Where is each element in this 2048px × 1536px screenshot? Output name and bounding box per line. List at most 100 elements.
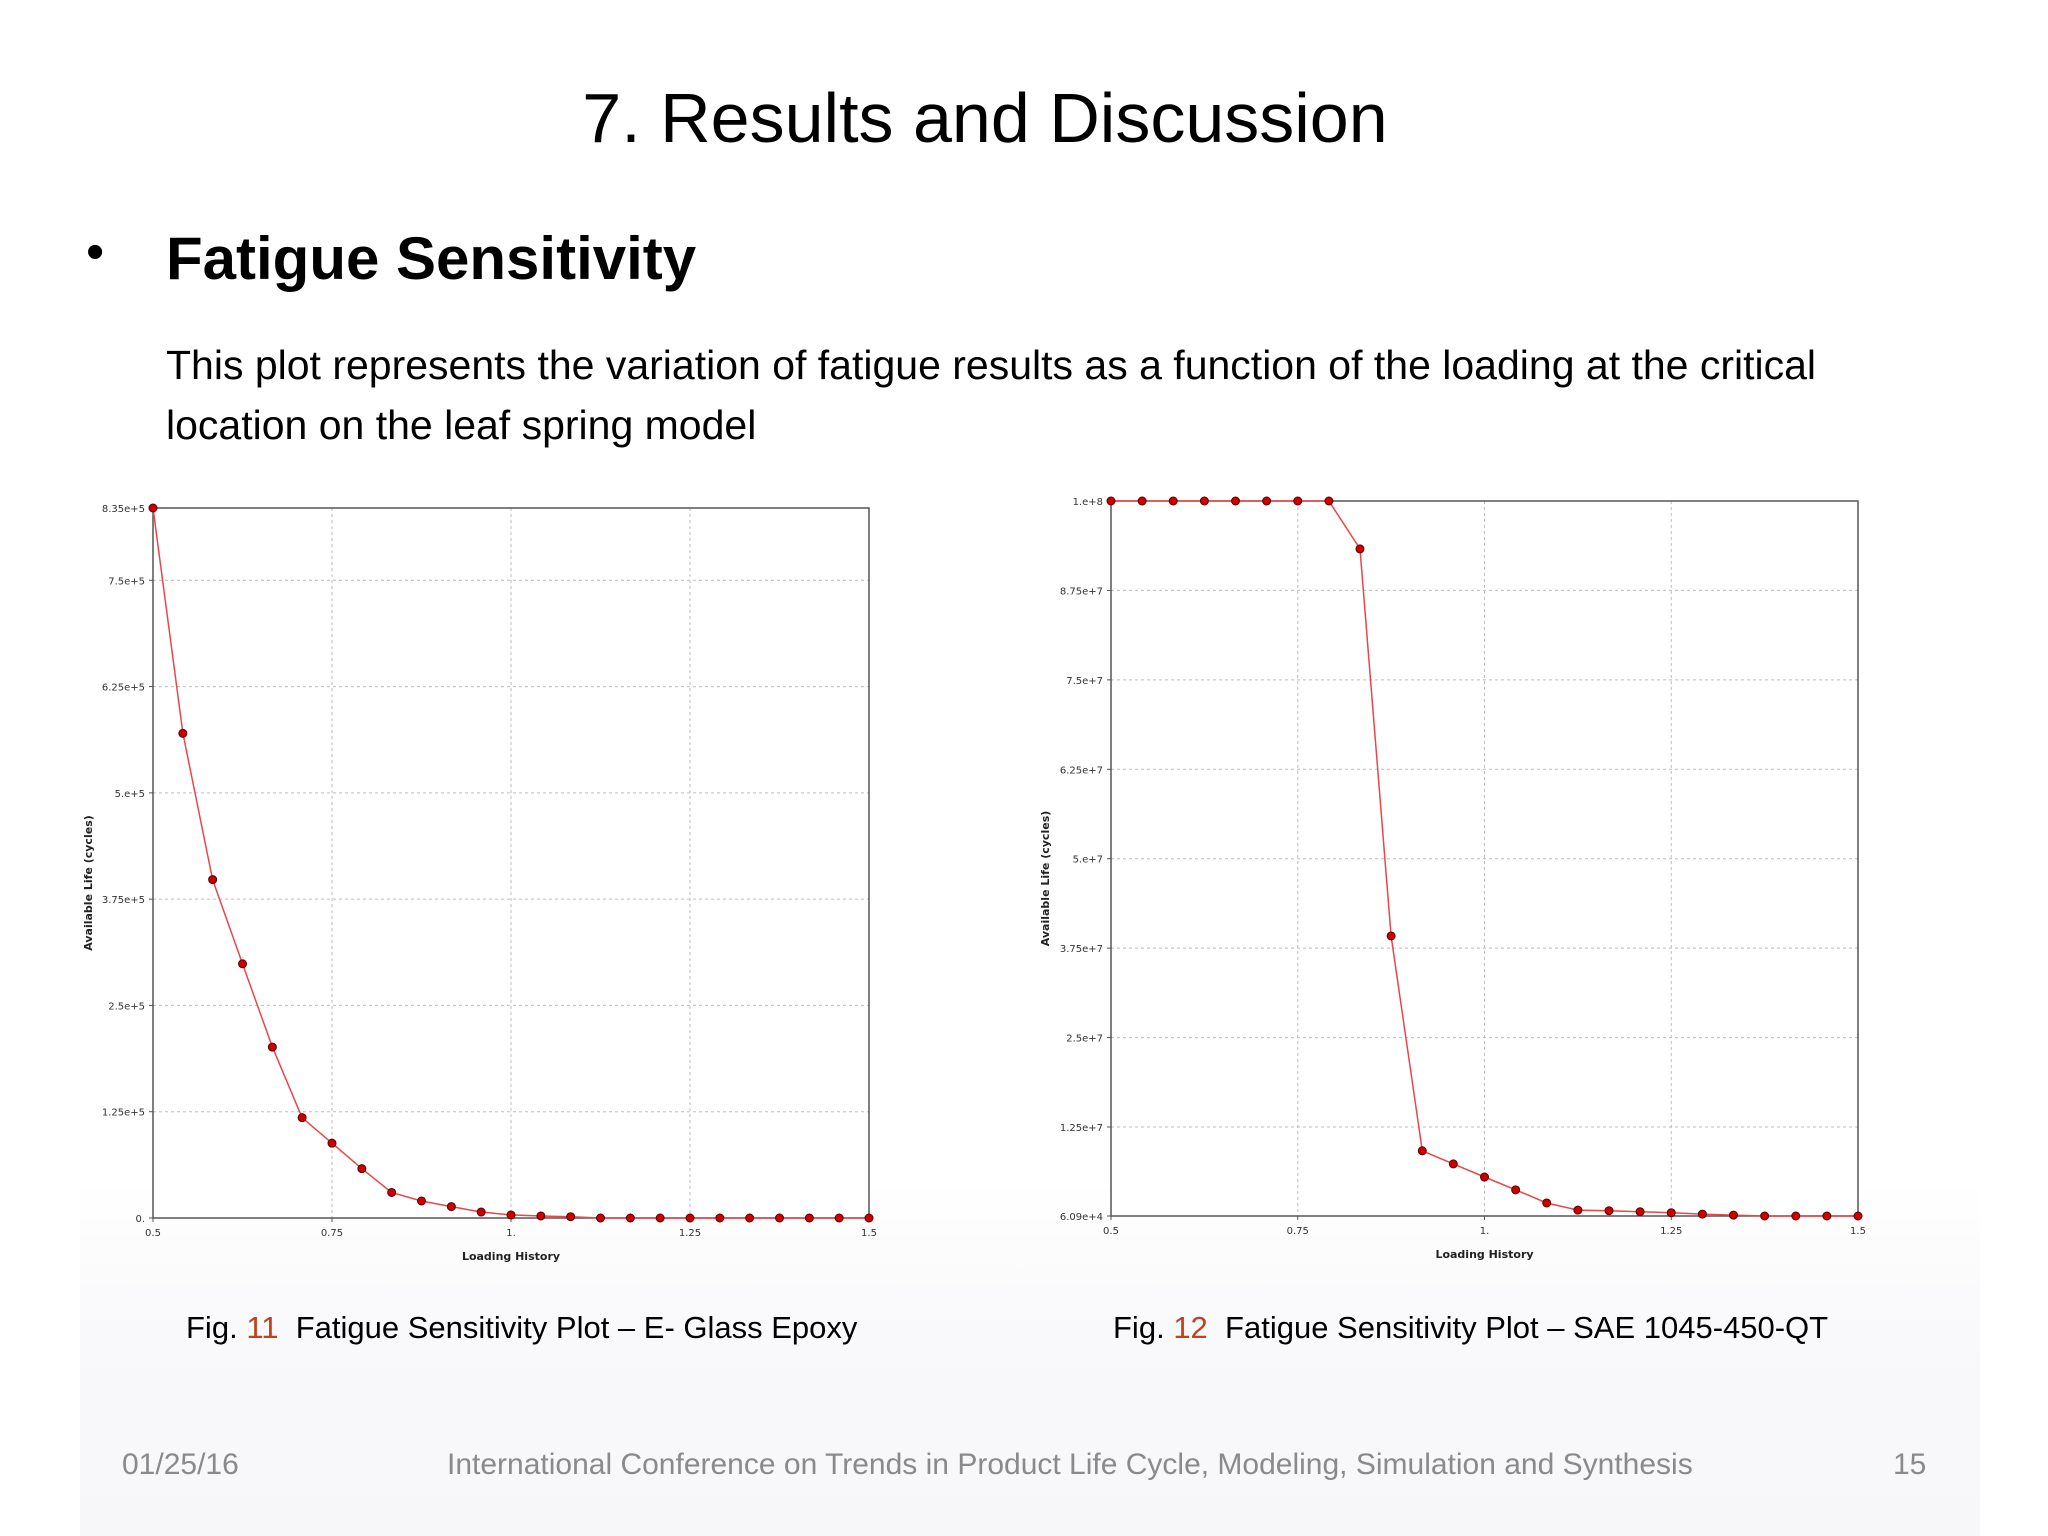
data-point-marker <box>1386 931 1396 941</box>
caption-figure-number: 12 <box>1173 1310 1208 1345</box>
data-point-marker <box>1106 496 1116 506</box>
svg-text:1.5: 1.5 <box>1850 1226 1866 1237</box>
svg-text:5.e+5: 5.e+5 <box>115 789 145 800</box>
svg-text:5.e+7: 5.e+7 <box>1073 855 1103 866</box>
chart-e-glass-epoxy: 0.5 0.75 1. 1.25 1.5 0. 1.25e+5 2.5e+5 3.75e+5 5.… <box>80 480 900 1280</box>
data-point-marker <box>596 1213 605 1223</box>
data-point-marker <box>1355 544 1365 554</box>
chart-svg: 0.5 0.75 1. 1.25 1.5 6.09e+4 1.25e+7 2.5e+7 3.75… <box>1039 496 1866 1261</box>
svg-text:8.35e+5: 8.35e+5 <box>102 504 145 515</box>
slide-background-shade <box>80 1180 1980 1536</box>
svg-text:2.5e+5: 2.5e+5 <box>108 1001 145 1012</box>
svg-text:1.25e+5: 1.25e+5 <box>102 1108 145 1119</box>
data-point-marker <box>238 959 247 969</box>
data-point-marker <box>1791 1211 1801 1221</box>
data-point-marker <box>536 1211 546 1221</box>
footer-conference: International Conference on Trends in Pr… <box>447 1448 1693 1481</box>
svg-text:3.75e+5: 3.75e+5 <box>102 895 145 906</box>
caption-prefix: Fig. <box>1113 1310 1165 1345</box>
section-heading: Fatigue Sensitivity <box>166 225 697 292</box>
data-point-marker <box>148 503 158 513</box>
data-point-marker <box>864 1213 874 1223</box>
chart-svg: 0.5 0.75 1. 1.25 1.5 0. 1.25e+5 2.5e+5 3.75e+5 5.… <box>82 503 877 1263</box>
data-point-marker <box>1542 1198 1552 1208</box>
data-point-marker <box>1666 1208 1676 1218</box>
svg-text:8.75e+7: 8.75e+7 <box>1060 586 1103 597</box>
caption-text: Fatigue Sensitivity Plot – SAE 1045-450-… <box>1225 1310 1829 1345</box>
figure-caption-12: Fig. 12 Fatigue Sensitivity Plot – SAE 1… <box>1113 1310 1828 1346</box>
svg-text:Loading History: Loading History <box>1435 1248 1533 1261</box>
svg-text:Available Life (cycles): Available Life (cycles) <box>82 815 95 951</box>
data-point-marker <box>804 1213 814 1223</box>
chart-sae-1045: 0.5 0.75 1. 1.25 1.5 6.09e+4 1.25e+7 2.5e+7 3.75… <box>1030 480 1890 1280</box>
data-point-marker <box>1760 1211 1770 1221</box>
svg-text:1.25e+7: 1.25e+7 <box>1060 1123 1103 1134</box>
svg-text:2.5e+7: 2.5e+7 <box>1066 1034 1103 1045</box>
data-point-marker <box>208 875 218 885</box>
data-point-marker <box>1231 496 1241 506</box>
data-point-marker <box>1853 1211 1863 1221</box>
bullet-icon: • <box>86 223 105 281</box>
caption-figure-number: 11 <box>246 1310 279 1345</box>
data-point-marker <box>834 1213 844 1223</box>
data-point-marker <box>1417 1146 1427 1156</box>
svg-text:1.: 1. <box>1480 1226 1490 1237</box>
data-point-marker <box>1137 496 1147 506</box>
data-point-marker <box>446 1202 456 1212</box>
data-point-marker <box>745 1213 755 1223</box>
data-point-marker <box>655 1213 665 1223</box>
svg-text:0.75: 0.75 <box>321 1228 343 1239</box>
data-point-marker <box>1293 496 1303 506</box>
svg-text:7.5e+7: 7.5e+7 <box>1066 676 1103 687</box>
footer-date: 01/25/16 <box>122 1448 239 1481</box>
data-point-marker <box>357 1164 367 1174</box>
data-point-marker <box>506 1210 516 1220</box>
caption-text: Fatigue Sensitivity Plot – E- Glass Epox… <box>295 1310 858 1345</box>
svg-text:Available Life (cycles): Available Life (cycles) <box>1039 811 1052 947</box>
data-point-marker <box>1262 496 1272 506</box>
data-point-marker <box>1199 496 1209 506</box>
data-point-marker <box>685 1213 695 1223</box>
data-point-marker <box>1822 1211 1832 1221</box>
data-point-marker <box>327 1138 337 1148</box>
svg-text:0.5: 0.5 <box>1103 1226 1119 1237</box>
data-point-marker <box>715 1213 725 1223</box>
data-point-marker <box>1480 1172 1489 1182</box>
data-point-marker <box>1728 1210 1738 1220</box>
svg-text:7.5e+5: 7.5e+5 <box>108 576 145 587</box>
svg-text:0.: 0. <box>135 1214 145 1225</box>
footer-page-number: 15 <box>1893 1448 1927 1481</box>
svg-text:6.25e+5: 6.25e+5 <box>102 683 145 694</box>
data-point-marker <box>1573 1205 1583 1215</box>
svg-text:1.25: 1.25 <box>1660 1226 1682 1237</box>
body-paragraph: This plot represents the variation of fa… <box>166 342 1817 448</box>
figure-caption-11: Fig. 11 Fatigue Sensitivity Plot – E- Gl… <box>186 1310 857 1346</box>
data-point-marker <box>1697 1209 1707 1219</box>
svg-text:1.5: 1.5 <box>861 1228 877 1239</box>
svg-text:Loading History: Loading History <box>462 1250 560 1263</box>
svg-text:1.25: 1.25 <box>679 1228 701 1239</box>
data-point-marker <box>625 1213 635 1223</box>
svg-text:6.09e+4: 6.09e+4 <box>1060 1212 1103 1223</box>
data-point-marker <box>1324 496 1334 506</box>
svg-text:6.25e+7: 6.25e+7 <box>1060 765 1103 776</box>
caption-prefix: Fig. <box>186 1310 238 1345</box>
svg-text:0.75: 0.75 <box>1287 1226 1309 1237</box>
svg-text:1.e+8: 1.e+8 <box>1073 497 1103 508</box>
data-point-marker <box>297 1113 307 1123</box>
data-point-marker <box>1448 1159 1458 1169</box>
data-point-marker <box>1604 1206 1614 1216</box>
data-point-marker <box>417 1196 426 1206</box>
svg-text:0.5: 0.5 <box>145 1228 161 1239</box>
data-point-marker <box>476 1207 486 1217</box>
data-point-marker <box>387 1187 397 1197</box>
data-point-marker <box>178 728 188 738</box>
slide-title: 7. Results and Discussion <box>582 79 1388 157</box>
data-point-marker <box>566 1212 576 1222</box>
svg-text:3.75e+7: 3.75e+7 <box>1060 944 1103 955</box>
data-point-marker <box>1635 1207 1645 1217</box>
data-point-marker <box>1511 1185 1521 1195</box>
svg-text:1.: 1. <box>506 1228 516 1239</box>
data-point-marker <box>267 1042 277 1052</box>
data-point-marker <box>775 1213 784 1223</box>
